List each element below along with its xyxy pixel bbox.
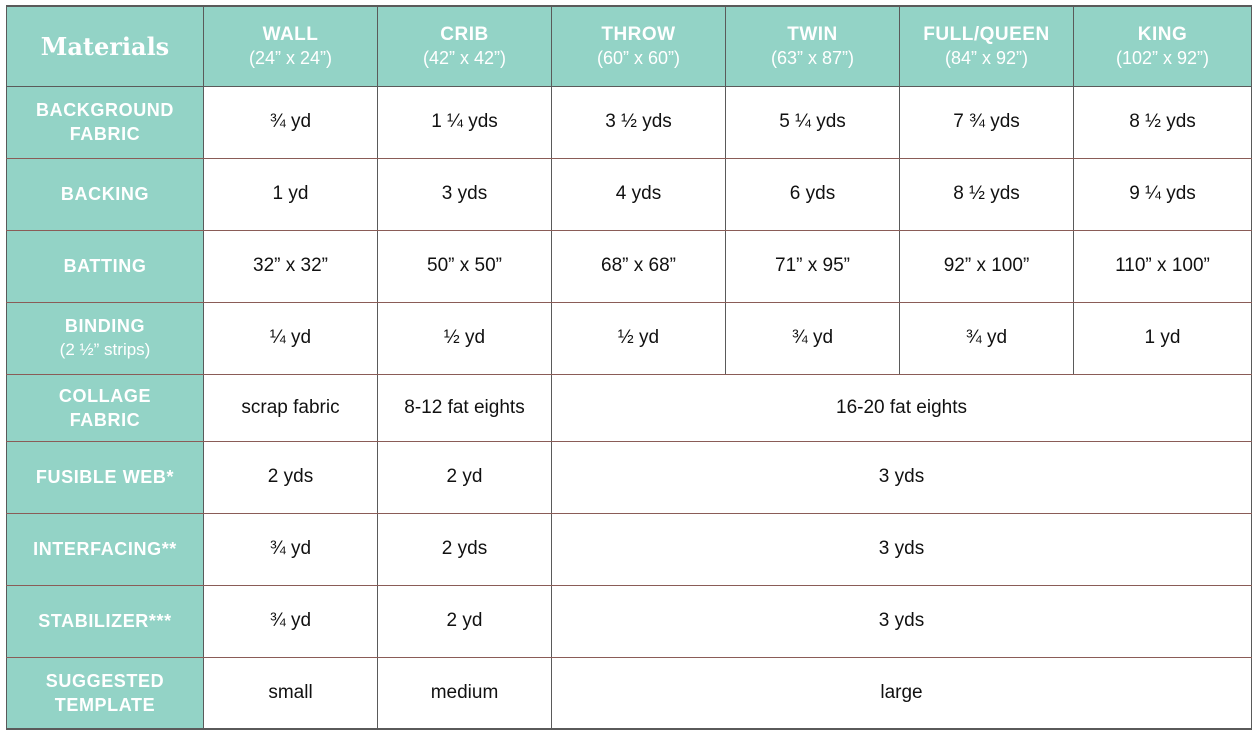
column-name: TWIN <box>787 23 838 45</box>
column-size: (63” x 87”) <box>770 47 855 68</box>
table-row: BATTING 32” x 32” 50” x 50” 68” x 68” 71… <box>6 229 1252 303</box>
table-cell: 8 ½ yds <box>899 157 1074 231</box>
table-cell: 9 ¼ yds <box>1073 157 1252 231</box>
row-label: FUSIBLE WEB* <box>6 440 204 514</box>
table-cell: 1 yd <box>1073 301 1252 375</box>
table-cell: 4 yds <box>551 157 726 231</box>
row-label: COLLAGE FABRIC <box>6 373 204 442</box>
table-row: BACKGROUND FABRIC ¾ yd 1 ¼ yds 3 ½ yds 5… <box>6 85 1252 159</box>
table-cell: 5 ¼ yds <box>725 85 900 159</box>
table-cell: 1 yd <box>203 157 378 231</box>
column-size: (60” x 60”) <box>596 47 681 68</box>
table-cell: 2 yds <box>203 440 378 514</box>
table-row: FUSIBLE WEB* 2 yds 2 yd 3 yds <box>6 440 1252 514</box>
table-cell: ¾ yd <box>203 85 378 159</box>
column-header-king: KING (102” x 92”) <box>1073 5 1252 87</box>
column-header-full-queen: FULL/QUEEN (84” x 92”) <box>899 5 1074 87</box>
table-row: STABILIZER*** ¾ yd 2 yd 3 yds <box>6 584 1252 658</box>
table-cell: ¾ yd <box>203 584 378 658</box>
table-cell: 2 yd <box>377 584 552 658</box>
header-row: Materials WALL (24” x 24”) CRIB (42” x 42”… <box>6 5 1252 87</box>
table-cell: 50” x 50” <box>377 229 552 303</box>
column-header-wall: WALL (24” x 24”) <box>203 5 378 87</box>
table-cell: 2 yds <box>377 512 552 586</box>
row-label: SUGGESTED TEMPLATE <box>6 656 204 730</box>
table-cell-merged: 3 yds <box>551 584 1252 658</box>
table-cell: small <box>203 656 378 730</box>
table-row: COLLAGE FABRIC scrap fabric 8-12 fat eig… <box>6 373 1252 442</box>
table-cell: 3 yds <box>377 157 552 231</box>
table-cell: ¾ yd <box>725 301 900 375</box>
table-row: SUGGESTED TEMPLATE small medium large <box>6 656 1252 730</box>
table-cell-merged: 3 yds <box>551 512 1252 586</box>
column-header-crib: CRIB (42” x 42”) <box>377 5 552 87</box>
table-cell: ½ yd <box>551 301 726 375</box>
row-sublabel: (2 ½” strips) <box>59 340 151 359</box>
table-cell: ¼ yd <box>203 301 378 375</box>
row-label: BACKGROUND FABRIC <box>6 85 204 159</box>
table-row: BACKING 1 yd 3 yds 4 yds 6 yds 8 ½ yds 9… <box>6 157 1252 231</box>
column-name: KING <box>1137 23 1188 45</box>
column-size: (84” x 92”) <box>944 47 1029 68</box>
table-cell: medium <box>377 656 552 730</box>
column-name: THROW <box>601 23 676 45</box>
row-label: STABILIZER*** <box>6 584 204 658</box>
table-cell: 8-12 fat eights <box>377 373 552 442</box>
table-row: BINDING (2 ½” strips) ¼ yd ½ yd ½ yd ¾ yd… <box>6 301 1252 375</box>
column-size: (42” x 42”) <box>422 47 507 68</box>
row-label: BATTING <box>6 229 204 303</box>
table-cell: 68” x 68” <box>551 229 726 303</box>
table-cell: 92” x 100” <box>899 229 1074 303</box>
table-cell: 110” x 100” <box>1073 229 1252 303</box>
table-cell: ¾ yd <box>203 512 378 586</box>
table-cell: 71” x 95” <box>725 229 900 303</box>
table-cell: 2 yd <box>377 440 552 514</box>
table-cell: 7 ¾ yds <box>899 85 1074 159</box>
column-size: (24” x 24”) <box>248 47 333 68</box>
table-cell-merged: 3 yds <box>551 440 1252 514</box>
table-cell: 3 ½ yds <box>551 85 726 159</box>
table-cell: scrap fabric <box>203 373 378 442</box>
row-label: BINDING <box>64 316 146 336</box>
row-label-cell: BINDING (2 ½” strips) <box>6 301 204 375</box>
table-cell: 1 ¼ yds <box>377 85 552 159</box>
row-label: BACKING <box>6 157 204 231</box>
table-cell-merged: large <box>551 656 1252 730</box>
table-cell: ¾ yd <box>899 301 1074 375</box>
table-cell: 8 ½ yds <box>1073 85 1252 159</box>
column-header-twin: TWIN (63” x 87”) <box>725 5 900 87</box>
table-cell-merged: 16-20 fat eights <box>551 373 1252 442</box>
column-size: (102” x 92”) <box>1115 47 1210 68</box>
materials-table: Materials WALL (24” x 24”) CRIB (42” x 42”… <box>6 5 1252 730</box>
table-cell: 6 yds <box>725 157 900 231</box>
table-cell: 32” x 32” <box>203 229 378 303</box>
column-name: CRIB <box>440 23 489 45</box>
column-name: WALL <box>262 23 319 45</box>
column-name: FULL/QUEEN <box>923 23 1050 45</box>
table-row: INTERFACING** ¾ yd 2 yds 3 yds <box>6 512 1252 586</box>
table-cell: ½ yd <box>377 301 552 375</box>
materials-title: Materials <box>6 5 204 87</box>
row-label: INTERFACING** <box>6 512 204 586</box>
column-header-throw: THROW (60” x 60”) <box>551 5 726 87</box>
